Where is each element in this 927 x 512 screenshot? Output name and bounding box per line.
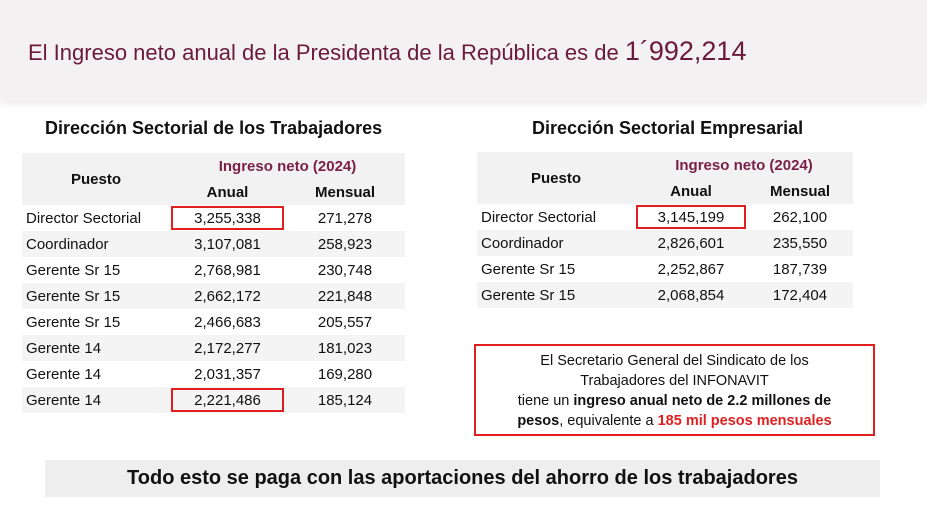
col-mensual: Mensual — [285, 179, 405, 205]
table-row: Gerente Sr 15 2,662,172 221,848 — [22, 283, 405, 309]
cell-puesto: Gerente Sr 15 — [26, 313, 121, 331]
cell-anual: 2,768,981 — [194, 261, 261, 279]
table-row: Director Sectorial 3,145,199 262,100 — [477, 204, 853, 230]
cell-anual: 2,068,854 — [635, 282, 747, 308]
cell-mensual: 221,848 — [285, 283, 405, 309]
cell-puesto: Gerente Sr 15 — [477, 282, 635, 308]
cell-puesto: Gerente Sr 15 — [22, 283, 170, 309]
note-highlight: 185 mil pesos mensuales — [657, 413, 832, 429]
col-puesto: Puesto — [22, 153, 170, 205]
cell-mensual: 172,404 — [747, 282, 853, 308]
table-row: Coordinador 3,107,081 258,923 — [22, 231, 405, 257]
page-title: El Ingreso neto anual de la Presidenta d… — [28, 36, 746, 67]
cell-puesto: Coordinador — [477, 230, 635, 256]
cell-mensual: 230,748 — [317, 261, 373, 279]
cell-puesto: Gerente 14 — [22, 335, 170, 361]
cell-mensual: 271,278 — [317, 209, 373, 227]
title-text: El Ingreso neto anual de la Presidenta d… — [28, 40, 619, 65]
cell-anual: 2,031,357 — [194, 365, 261, 383]
note-bold: pesos — [517, 413, 560, 429]
cell-mensual: 262,100 — [772, 208, 828, 226]
cell-anual: 3,107,081 — [170, 231, 285, 257]
cell-anual: 2,172,277 — [170, 335, 285, 361]
table-row: Gerente 14 2,031,357 169,280 — [22, 361, 405, 387]
cell-puesto: Director Sectorial — [26, 209, 142, 227]
note-text: , equivalente a — [559, 413, 658, 429]
cell-anual: 2,662,172 — [170, 283, 285, 309]
cell-anual: 2,466,683 — [194, 313, 261, 331]
cell-anual: 2,826,601 — [635, 230, 747, 256]
workers-table: Puesto Ingreso neto (2024) Anual Mensual D… — [22, 153, 405, 413]
col-puesto: Puesto — [477, 152, 635, 204]
table-row: Gerente Sr 15 2,768,981 230,748 — [22, 257, 405, 283]
table-row: Gerente Sr 15 2,068,854 172,404 — [477, 282, 853, 308]
table-row: Director Sectorial 3,255,338 271,278 — [22, 205, 405, 231]
cell-puesto: Gerente Sr 15 — [26, 261, 121, 279]
table-row: Gerente Sr 15 2,252,867 187,739 — [477, 256, 853, 282]
title-amount: 1´992,214 — [624, 36, 747, 66]
col-anual: Anual — [635, 178, 747, 204]
business-table: Puesto Ingreso neto (2024) Anual Mensual D… — [477, 152, 853, 308]
table-row: Gerente 14 2,221,486 185,124 — [22, 387, 405, 413]
cell-anual: 3,255,338 — [170, 205, 285, 231]
cell-puesto: Coordinador — [22, 231, 170, 257]
table-row: Gerente Sr 15 2,466,683 205,557 — [22, 309, 405, 335]
col-group: Ingreso neto (2024) — [170, 153, 405, 179]
cell-mensual: 185,124 — [285, 387, 405, 413]
col-group: Ingreso neto (2024) — [635, 152, 853, 178]
union-secretary-note: El Secretario General del Sindicato de l… — [474, 344, 875, 436]
cell-mensual: 169,280 — [317, 365, 373, 383]
footer-banner: Todo esto se paga con las aportaciones d… — [45, 460, 880, 497]
cell-mensual: 205,557 — [317, 313, 373, 331]
right-section-title: Dirección Sectorial Empresarial — [532, 118, 804, 138]
cell-anual: 3,145,199 — [635, 204, 747, 230]
cell-mensual: 187,739 — [772, 260, 828, 278]
cell-puesto: Gerente 14 — [22, 387, 170, 413]
cell-anual: 2,221,486 — [170, 387, 285, 413]
left-section-title: Dirección Sectorial de los Trabajadores — [45, 118, 383, 138]
cell-mensual: 181,023 — [285, 335, 405, 361]
cell-puesto: Gerente 14 — [26, 365, 102, 383]
col-anual: Anual — [170, 179, 285, 205]
cell-mensual: 258,923 — [285, 231, 405, 257]
cell-puesto: Director Sectorial — [481, 208, 597, 226]
col-mensual: Mensual — [747, 178, 853, 204]
cell-puesto: Gerente Sr 15 — [481, 260, 576, 278]
cell-mensual: 235,550 — [747, 230, 853, 256]
note-text: tiene un — [517, 393, 574, 409]
note-bold: ingreso anual neto de 2.2 millones de — [573, 393, 832, 409]
title-banner: El Ingreso neto anual de la Presidenta d… — [0, 0, 927, 100]
cell-anual: 2,252,867 — [657, 260, 725, 278]
table-row: Gerente 14 2,172,277 181,023 — [22, 335, 405, 361]
note-line: Trabajadores del INFONAVIT — [580, 373, 769, 389]
table-row: Coordinador 2,826,601 235,550 — [477, 230, 853, 256]
note-line: El Secretario General del Sindicato de l… — [540, 353, 809, 369]
